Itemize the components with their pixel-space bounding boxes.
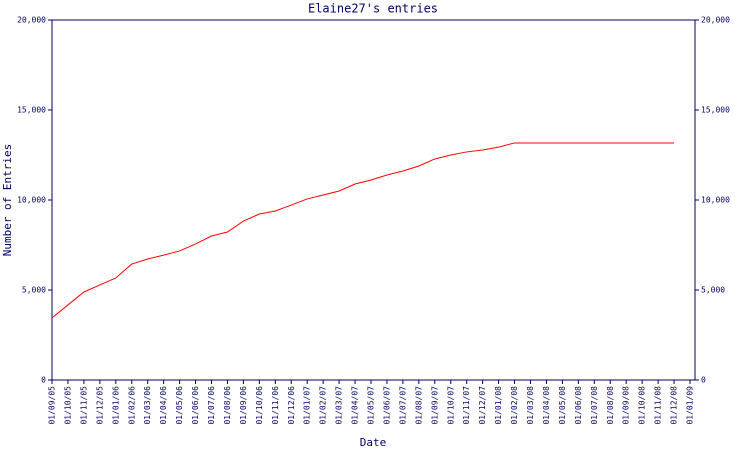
x-tick-label: 01/03/07 <box>335 386 344 425</box>
y2-tick-label: 10,000 <box>701 196 730 205</box>
x-tick-label: 01/11/07 <box>462 386 471 425</box>
x-tick-label: 01/06/08 <box>574 386 583 425</box>
y-tick-label: 15,000 <box>17 106 46 115</box>
x-tick-label: 01/09/07 <box>430 386 439 425</box>
x-tick-label: 01/08/08 <box>606 386 615 425</box>
x-tick-label: 01/04/08 <box>542 386 551 425</box>
x-tick-label: 01/07/07 <box>398 386 407 425</box>
x-tick-label: 01/07/06 <box>207 386 216 425</box>
x-tick-label: 01/05/07 <box>367 386 376 425</box>
x-tick-label: 01/10/05 <box>63 386 72 425</box>
x-tick-label: 01/09/06 <box>239 386 248 425</box>
x-tick-label: 01/06/07 <box>382 386 391 425</box>
x-tick-label: 01/12/08 <box>670 386 679 425</box>
x-tick-label: 01/09/05 <box>48 386 57 425</box>
x-tick-label: 01/07/08 <box>590 386 599 425</box>
y-tick-label: 5,000 <box>22 286 46 295</box>
x-tick-label: 01/05/08 <box>558 386 567 425</box>
y2-tick-label: 15,000 <box>701 106 730 115</box>
y-axis-label: Number of Entries <box>1 144 14 257</box>
x-tick-label: 01/01/07 <box>303 386 312 425</box>
x-tick-label: 01/02/08 <box>510 386 519 425</box>
y2-tick-label: 0 <box>701 376 706 385</box>
x-tick-label: 01/04/07 <box>351 386 360 425</box>
x-axis-label: Date <box>360 436 387 449</box>
y-tick-label: 20,000 <box>17 16 46 25</box>
x-tick-label: 01/01/08 <box>494 386 503 425</box>
x-tick-label: 01/10/08 <box>638 386 647 425</box>
x-tick-label: 01/01/09 <box>686 386 695 425</box>
x-tick-label: 01/11/08 <box>654 386 663 425</box>
x-tick-label: 01/12/07 <box>478 386 487 425</box>
x-tick-label: 01/06/06 <box>191 386 200 425</box>
y2-tick-label: 5,000 <box>701 286 725 295</box>
x-tick-label: 01/11/05 <box>79 386 88 425</box>
y-tick-label: 0 <box>41 376 46 385</box>
chart-title: Elaine27's entries <box>308 2 438 16</box>
x-tick-label: 01/12/06 <box>287 386 296 425</box>
x-tick-label: 01/04/06 <box>159 386 168 425</box>
plot-frame <box>51 19 696 381</box>
x-tick-label: 01/11/06 <box>271 386 280 425</box>
x-tick-label: 01/02/06 <box>127 386 136 425</box>
x-tick-label: 01/03/06 <box>143 386 152 425</box>
x-tick-label: 01/03/08 <box>526 386 535 425</box>
y2-tick-label: 20,000 <box>701 16 730 25</box>
x-tick-label: 01/12/05 <box>95 386 104 425</box>
x-tick-label: 01/05/06 <box>175 386 184 425</box>
data-line <box>51 142 675 319</box>
x-tick-label: 01/01/06 <box>111 386 120 425</box>
y-tick-label: 10,000 <box>17 196 46 205</box>
x-tick-label: 01/10/07 <box>446 386 455 425</box>
x-tick-label: 01/02/07 <box>319 386 328 425</box>
x-tick-label: 01/09/08 <box>622 386 631 425</box>
x-tick-label: 01/08/06 <box>223 386 232 425</box>
x-tick-label: 01/10/06 <box>255 386 264 425</box>
x-tick-label: 01/08/07 <box>414 386 423 425</box>
